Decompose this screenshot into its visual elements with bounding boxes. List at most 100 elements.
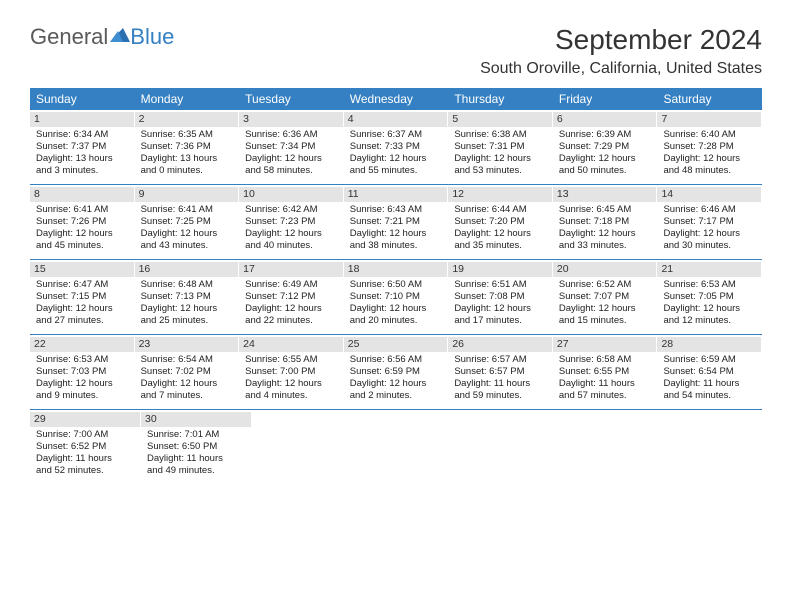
day-details: Sunrise: 6:58 AMSunset: 6:55 PMDaylight:… (557, 354, 653, 402)
weekday-header: Monday (135, 88, 240, 110)
day-detail-line: Daylight: 12 hours (663, 303, 755, 315)
day-cell: 8Sunrise: 6:41 AMSunset: 7:26 PMDaylight… (30, 185, 135, 259)
day-detail-line: and 15 minutes. (559, 315, 651, 327)
day-cell: 9Sunrise: 6:41 AMSunset: 7:25 PMDaylight… (135, 185, 240, 259)
month-title: September 2024 (480, 24, 762, 56)
day-detail-line: Sunset: 7:10 PM (350, 291, 442, 303)
day-details: Sunrise: 6:45 AMSunset: 7:18 PMDaylight:… (557, 204, 653, 252)
day-details: Sunrise: 7:01 AMSunset: 6:50 PMDaylight:… (145, 429, 247, 477)
day-cell: 4 Sunrise: 6:37 AMSunset: 7:33 PMDaylight… (344, 110, 449, 184)
day-cell: 12Sunrise: 6:44 AMSunset: 7:20 PMDayligh… (448, 185, 553, 259)
day-detail-line: and 59 minutes. (454, 390, 546, 402)
day-detail-line: and 9 minutes. (36, 390, 128, 402)
day-details: Sunrise: 6:40 AMSunset: 7:28 PMDaylight:… (661, 129, 757, 177)
day-detail-line: Sunrise: 6:54 AM (141, 354, 233, 366)
day-details: Sunrise: 6:46 AMSunset: 7:17 PMDaylight:… (661, 204, 757, 252)
weeks-container: 1Sunrise: 6:34 AMSunset: 7:37 PMDaylight… (30, 110, 762, 484)
day-number: 22 (30, 337, 134, 352)
day-number: 16 (135, 262, 239, 277)
day-cell: 20Sunrise: 6:52 AMSunset: 7:07 PMDayligh… (553, 260, 658, 334)
day-detail-line: and 43 minutes. (141, 240, 233, 252)
day-detail-line: Sunset: 7:08 PM (454, 291, 546, 303)
weekday-header-row: SundayMondayTuesdayWednesdayThursdayFrid… (30, 88, 762, 110)
day-detail-line: Sunset: 7:36 PM (141, 141, 233, 153)
day-detail-line: Sunrise: 6:44 AM (454, 204, 546, 216)
day-detail-line: and 22 minutes. (245, 315, 337, 327)
day-detail-line: Sunrise: 6:53 AM (663, 279, 755, 291)
day-number: 19 (448, 262, 552, 277)
day-detail-line: Sunrise: 6:48 AM (141, 279, 233, 291)
day-detail-line: and 25 minutes. (141, 315, 233, 327)
day-detail-line: and 0 minutes. (141, 165, 233, 177)
day-number: 4 (344, 112, 448, 127)
day-detail-line: Sunrise: 6:47 AM (36, 279, 128, 291)
day-detail-line: Sunset: 7:03 PM (36, 366, 128, 378)
day-cell: 17Sunrise: 6:49 AMSunset: 7:12 PMDayligh… (239, 260, 344, 334)
day-detail-line: Daylight: 13 hours (36, 153, 128, 165)
day-detail-line: Sunrise: 6:42 AM (245, 204, 337, 216)
day-detail-line: Sunset: 6:50 PM (147, 441, 245, 453)
day-cell: 6 Sunrise: 6:39 AMSunset: 7:29 PMDaylight… (553, 110, 658, 184)
day-detail-line: Daylight: 12 hours (350, 228, 442, 240)
day-cell: 19Sunrise: 6:51 AMSunset: 7:08 PMDayligh… (448, 260, 553, 334)
day-detail-line: Sunrise: 6:59 AM (663, 354, 755, 366)
day-cell: 15Sunrise: 6:47 AMSunset: 7:15 PMDayligh… (30, 260, 135, 334)
day-detail-line: and 54 minutes. (663, 390, 755, 402)
day-detail-line: Daylight: 12 hours (559, 228, 651, 240)
weekday-header: Thursday (448, 88, 553, 110)
day-detail-line: Sunset: 7:31 PM (454, 141, 546, 153)
day-detail-line: Sunrise: 6:53 AM (36, 354, 128, 366)
day-detail-line: Sunrise: 6:56 AM (350, 354, 442, 366)
day-detail-line: Sunset: 6:52 PM (36, 441, 134, 453)
day-cell: 30Sunrise: 7:01 AMSunset: 6:50 PMDayligh… (141, 410, 252, 484)
day-detail-line: Daylight: 12 hours (454, 153, 546, 165)
day-cell: 2Sunrise: 6:35 AMSunset: 7:36 PMDaylight… (135, 110, 240, 184)
day-detail-line: Sunset: 7:37 PM (36, 141, 128, 153)
day-detail-line: Daylight: 12 hours (141, 228, 233, 240)
day-detail-line: Daylight: 11 hours (454, 378, 546, 390)
day-detail-line: and 33 minutes. (559, 240, 651, 252)
day-detail-line: and 53 minutes. (454, 165, 546, 177)
day-details: Sunrise: 6:59 AMSunset: 6:54 PMDaylight:… (661, 354, 757, 402)
day-detail-line: Sunrise: 6:46 AM (663, 204, 755, 216)
day-number: 18 (344, 262, 448, 277)
day-detail-line: and 27 minutes. (36, 315, 128, 327)
day-cell: 26Sunrise: 6:57 AMSunset: 6:57 PMDayligh… (448, 335, 553, 409)
empty-day-cell (252, 410, 354, 484)
logo-triangle-icon (110, 22, 130, 48)
day-number: 14 (657, 187, 761, 202)
day-detail-line: Sunrise: 6:39 AM (559, 129, 651, 141)
day-number: 27 (553, 337, 657, 352)
day-number: 3 (239, 112, 343, 127)
day-details: Sunrise: 6:37 AMSunset: 7:33 PMDaylight:… (348, 129, 444, 177)
day-detail-line: Sunrise: 6:36 AM (245, 129, 337, 141)
day-detail-line: Sunset: 7:17 PM (663, 216, 755, 228)
day-detail-line: Sunset: 7:07 PM (559, 291, 651, 303)
day-number: 21 (657, 262, 761, 277)
day-detail-line: Sunrise: 6:58 AM (559, 354, 651, 366)
day-detail-line: Sunrise: 6:34 AM (36, 129, 128, 141)
day-details: Sunrise: 7:00 AMSunset: 6:52 PMDaylight:… (34, 429, 136, 477)
day-cell: 11Sunrise: 6:43 AMSunset: 7:21 PMDayligh… (344, 185, 449, 259)
title-block: September 2024 South Oroville, Californi… (480, 24, 762, 78)
day-detail-line: Daylight: 13 hours (141, 153, 233, 165)
day-number: 6 (553, 112, 657, 127)
day-detail-line: Daylight: 12 hours (559, 303, 651, 315)
day-detail-line: Sunset: 7:13 PM (141, 291, 233, 303)
day-detail-line: Daylight: 12 hours (141, 378, 233, 390)
day-cell: 5Sunrise: 6:38 AMSunset: 7:31 PMDaylight… (448, 110, 553, 184)
day-detail-line: Daylight: 12 hours (245, 153, 337, 165)
day-detail-line: Sunset: 7:25 PM (141, 216, 233, 228)
day-details: Sunrise: 6:39 AMSunset: 7:29 PMDaylight:… (557, 129, 653, 177)
day-detail-line: Daylight: 12 hours (454, 303, 546, 315)
day-details: Sunrise: 6:47 AMSunset: 7:15 PMDaylight:… (34, 279, 130, 327)
day-detail-line: Daylight: 12 hours (454, 228, 546, 240)
day-cell: 27 Sunrise: 6:58 AMSunset: 6:55 PMDayligh… (553, 335, 658, 409)
day-detail-line: Daylight: 12 hours (36, 303, 128, 315)
day-detail-line: Sunset: 7:00 PM (245, 366, 337, 378)
day-details: Sunrise: 6:48 AMSunset: 7:13 PMDaylight:… (139, 279, 235, 327)
day-number: 28 (657, 337, 761, 352)
day-details: Sunrise: 6:49 AMSunset: 7:12 PMDaylight:… (243, 279, 339, 327)
day-detail-line: Sunrise: 7:00 AM (36, 429, 134, 441)
day-detail-line: Daylight: 12 hours (350, 303, 442, 315)
